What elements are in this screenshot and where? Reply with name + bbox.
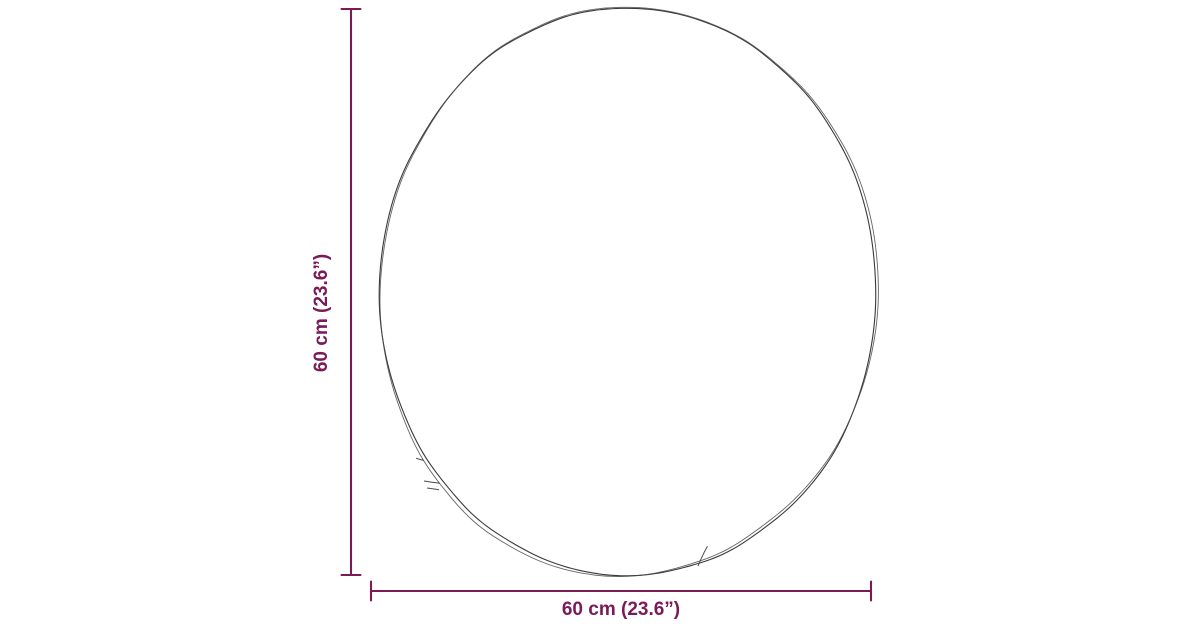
svg-text:60 cm (23.6”): 60 cm (23.6”) <box>311 254 332 372</box>
svg-text:60 cm (23.6”): 60 cm (23.6”) <box>562 599 680 620</box>
